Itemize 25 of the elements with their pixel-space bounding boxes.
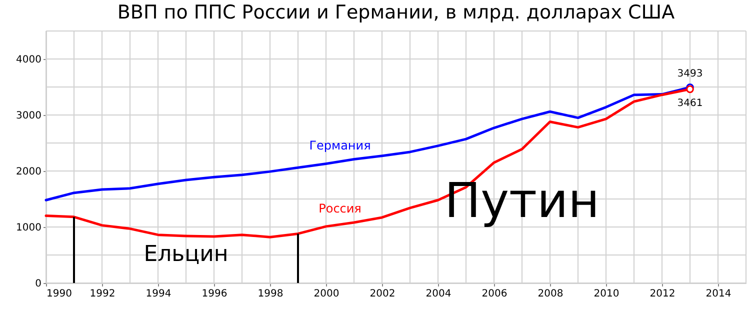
x-tick-label: 2006 bbox=[482, 288, 508, 300]
y-tick-label: 3000 bbox=[16, 110, 42, 122]
x-tick-label: 2012 bbox=[650, 288, 676, 300]
x-tick-label: 2008 bbox=[538, 288, 564, 300]
chart-title: ВВП по ППС России и Германии, в млрд. долларах США bbox=[117, 2, 675, 24]
x-tick-label: 1996 bbox=[202, 288, 228, 300]
x-tick-label: 2004 bbox=[426, 288, 452, 300]
annotation: Путин bbox=[444, 173, 600, 229]
x-tick-label: 1990 bbox=[46, 288, 72, 300]
x-tick-label: 2000 bbox=[314, 288, 340, 300]
x-tick-label: 1992 bbox=[90, 288, 116, 300]
y-tick-label: 4000 bbox=[16, 54, 42, 66]
series-label: Германия bbox=[309, 138, 371, 153]
data-label: 3493 bbox=[677, 68, 703, 80]
x-tick-label: 1998 bbox=[258, 288, 284, 300]
y-tick-label: 2000 bbox=[16, 166, 42, 178]
y-tick-label: 0 bbox=[35, 278, 42, 290]
y-tick-label: 1000 bbox=[16, 222, 42, 234]
x-tick-label: 2014 bbox=[706, 288, 732, 300]
x-tick-label: 2010 bbox=[594, 288, 620, 300]
series-label: Россия bbox=[318, 201, 362, 216]
data-label: 3461 bbox=[677, 98, 703, 110]
x-tick-label: 2002 bbox=[370, 288, 396, 300]
x-tick-label: 1994 bbox=[146, 288, 172, 300]
annotation: Ельцин bbox=[144, 242, 228, 267]
